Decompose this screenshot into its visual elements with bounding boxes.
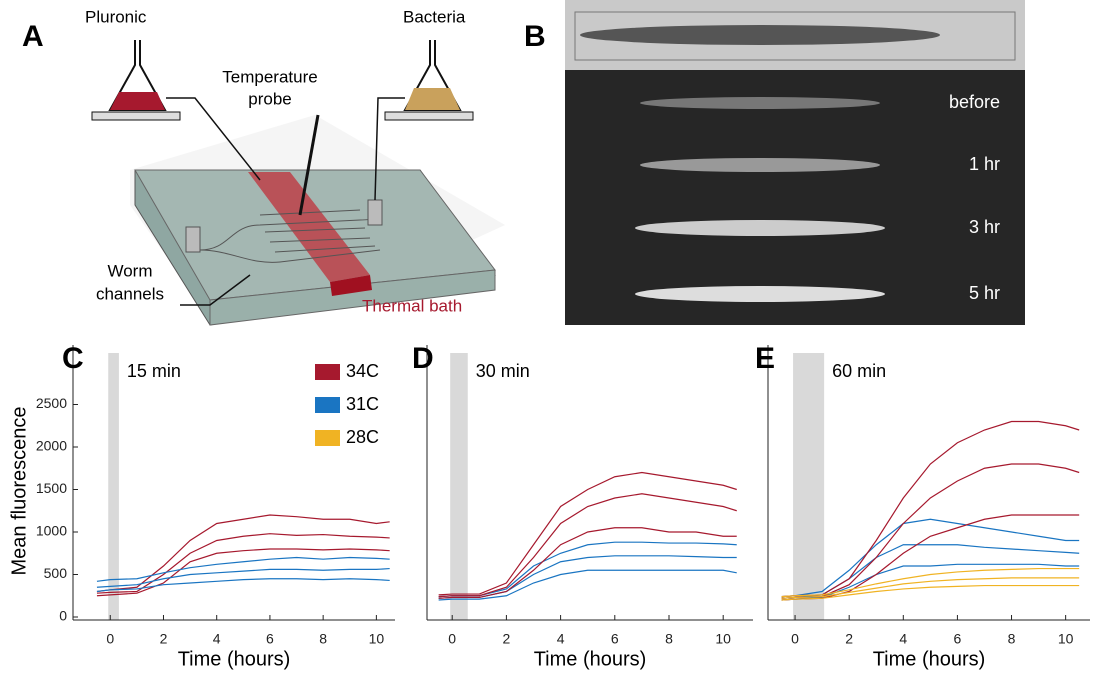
y-tick-label: 1500 (36, 480, 67, 496)
x-tick-label: 0 (106, 631, 114, 647)
x-axis-label: Time (hours) (178, 648, 291, 670)
channels (199, 209, 381, 263)
legend-swatch (315, 397, 340, 413)
panel-letter: D (412, 342, 434, 375)
frame-label: before (949, 92, 1000, 112)
stimulus-shade (450, 353, 468, 620)
trace (96, 548, 390, 597)
x-axis-label: Time (hours) (873, 648, 986, 670)
y-tick-label: 1000 (36, 523, 67, 539)
chip-side (209, 269, 496, 326)
label: Temperature (222, 67, 317, 86)
frame-label: 3 hr (969, 217, 1000, 237)
annotation: 15 min (127, 361, 181, 381)
trace (781, 544, 1080, 599)
worm (640, 97, 880, 109)
tube (374, 97, 405, 201)
x-tick-label: 8 (1008, 631, 1016, 647)
x-tick-label: 6 (266, 631, 274, 647)
trace (96, 567, 390, 588)
x-tick-label: 2 (503, 631, 511, 647)
x-tick-label: 6 (954, 631, 962, 647)
x-tick-label: 8 (319, 631, 327, 647)
stimulus-shade (793, 353, 825, 620)
trace (781, 518, 1080, 598)
trace (96, 578, 390, 593)
x-tick-label: 10 (1058, 631, 1074, 647)
trace (438, 471, 737, 596)
y-tick-label: 2500 (36, 395, 67, 411)
stand (384, 111, 474, 121)
trace (96, 514, 390, 593)
label: Worm (107, 261, 152, 280)
panel-letter: B (524, 20, 546, 53)
panel-b: B (524, 0, 1025, 325)
panel-letter: C (62, 342, 84, 375)
arrow (180, 274, 251, 306)
x-tick-label: 4 (899, 631, 907, 647)
probe (298, 114, 320, 216)
x-axis-label: Time (hours) (534, 648, 647, 670)
frame-label: 1 hr (969, 154, 1000, 174)
x-tick-label: 2 (160, 631, 168, 647)
stimulus-shade (108, 353, 119, 620)
worm (635, 220, 885, 236)
inlet (185, 226, 201, 253)
x-tick-label: 0 (791, 631, 799, 647)
x-tick-label: 0 (448, 631, 456, 647)
trace (96, 533, 390, 594)
trace (438, 527, 737, 599)
tube (166, 97, 261, 181)
y-tick-label: 0 (59, 608, 67, 624)
panel-letter: E (755, 342, 775, 375)
label: channels (96, 284, 164, 303)
flask-liquid (110, 92, 165, 110)
flask-liquid (405, 88, 460, 110)
trace (96, 556, 390, 582)
label: Thermal bath (362, 296, 462, 315)
trace (781, 567, 1080, 598)
legend-swatch (315, 430, 340, 446)
panel-letter: A (22, 20, 44, 53)
trace (438, 541, 737, 598)
outlet (367, 199, 383, 226)
trace (781, 584, 1080, 601)
x-tick-label: 2 (845, 631, 853, 647)
trace (438, 493, 737, 598)
legend-label: 34C (346, 361, 379, 381)
label: Bacteria (403, 7, 466, 26)
worm (635, 286, 885, 302)
stand (91, 111, 181, 121)
worm (640, 158, 880, 172)
y-tick-label: 500 (44, 565, 68, 581)
panel-a: A Pluronic Bacteria Temperature probe Wo… (22, 7, 505, 326)
channel (574, 11, 1016, 61)
x-tick-label: 8 (665, 631, 673, 647)
y-axis-label: Mean fluorescence (8, 407, 30, 576)
annotation: 60 min (832, 361, 886, 381)
label: Pluronic (85, 7, 147, 26)
x-tick-label: 4 (557, 631, 565, 647)
x-tick-label: 10 (369, 631, 385, 647)
x-tick-label: 10 (715, 631, 731, 647)
legend-label: 28C (346, 427, 379, 447)
x-tick-label: 4 (213, 631, 221, 647)
annotation: 30 min (476, 361, 530, 381)
trace (781, 420, 1080, 598)
trace (781, 577, 1080, 599)
y-tick-label: 2000 (36, 438, 67, 454)
legend-label: 31C (346, 394, 379, 414)
trace (438, 569, 737, 601)
legend-swatch (315, 364, 340, 380)
worm (580, 25, 940, 45)
x-tick-label: 6 (611, 631, 619, 647)
thermal-bath (330, 275, 372, 296)
trace (781, 563, 1080, 601)
frame-label: 5 hr (969, 283, 1000, 303)
label: probe (248, 89, 291, 108)
